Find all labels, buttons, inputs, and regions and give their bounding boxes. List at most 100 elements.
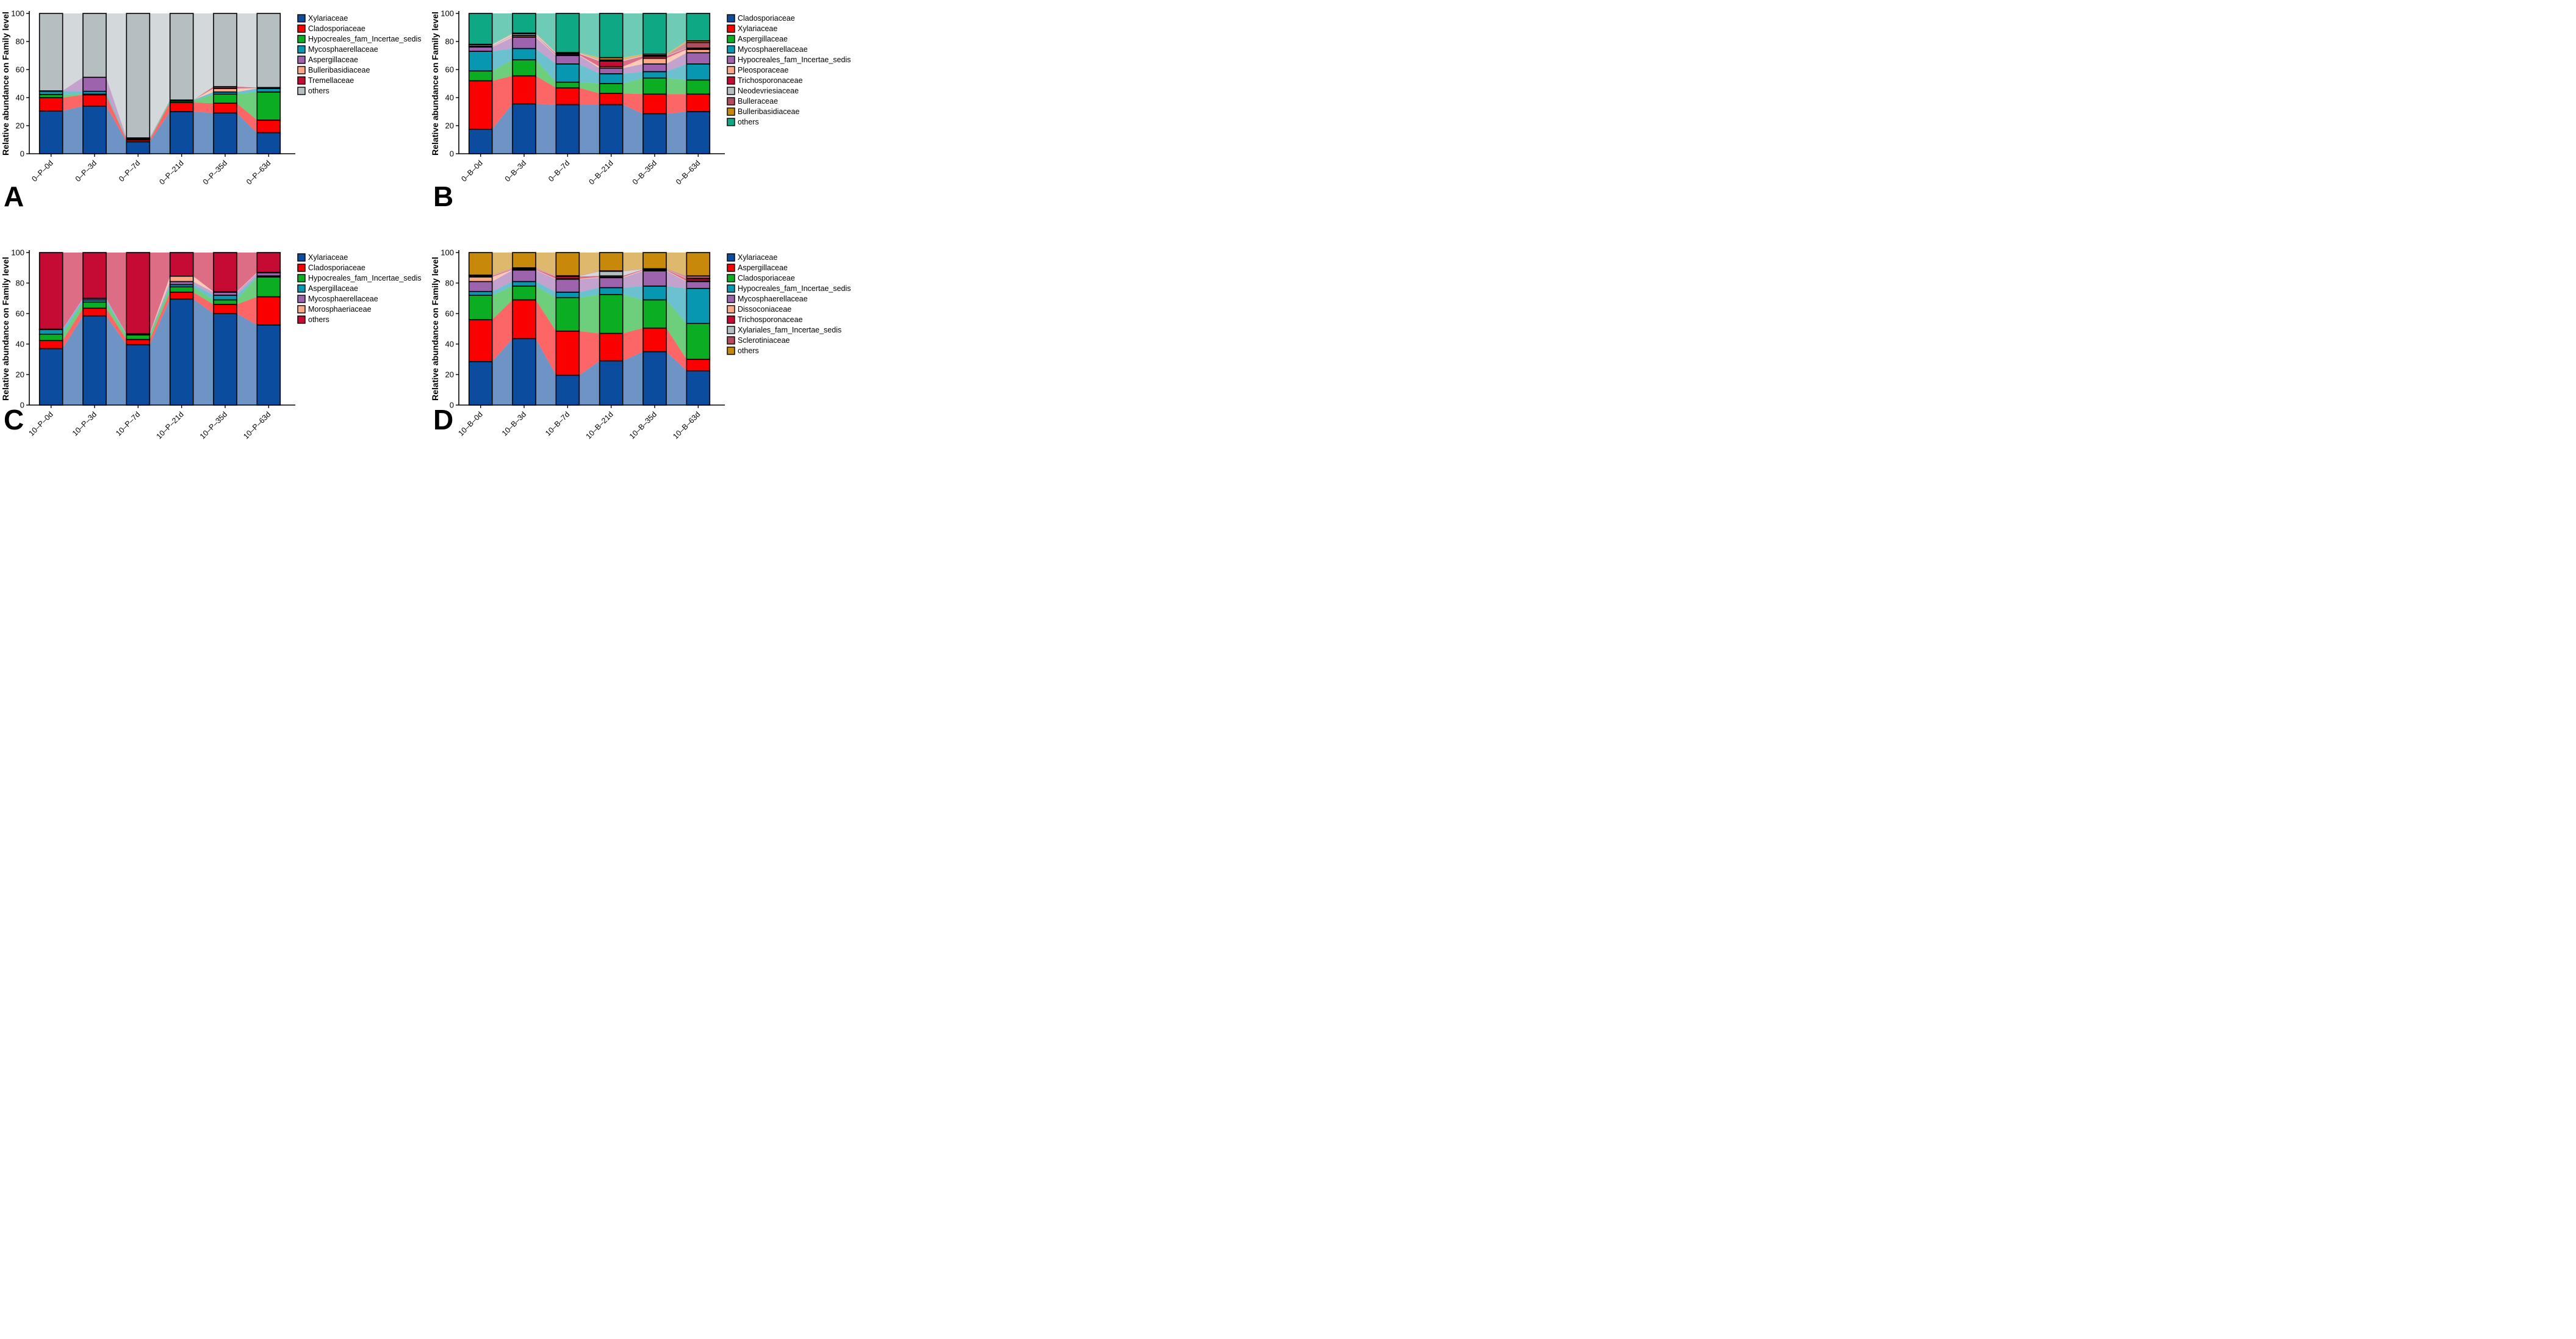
bar-segment-Xylariaceae [38, 348, 63, 406]
bar-segment-Mycosphaerellaceae [555, 278, 580, 293]
bar-segment-Cladosporiaceae [126, 339, 151, 346]
legend-item-others: others [297, 87, 329, 95]
legend-swatch-others [727, 346, 735, 355]
bar-segment-Cladosporiaceae [686, 323, 711, 360]
legend-swatch-Hypocreales_fam_Incertae_sedis [727, 56, 735, 64]
legend-swatch-Cladosporiaceae [297, 264, 306, 272]
bar-segment-others [256, 252, 281, 273]
flow-ribbon-Pleosporaceae [622, 58, 643, 68]
flow-ribbon-others [62, 13, 83, 91]
bar-segment-Trichosporonaceae [599, 60, 624, 68]
flow-ribbon-Mycosphaerellaceae [149, 281, 170, 334]
bar-segment-Hypocreales_fam_Incertae_sedis [642, 285, 667, 301]
flow-ribbon-Hypocreales_fam_Incertae_sedis [536, 37, 556, 64]
bar-segment-Hypocreales_fam_Incertae_sedis [599, 67, 624, 74]
bar-10–P–0d [38, 252, 63, 406]
bar-segment-Hypocreales_fam_Incertae_sedis [468, 46, 493, 52]
flow-ribbon-Bulleribasidiaceae [536, 33, 556, 53]
bar-segment-others [599, 252, 624, 271]
bar-segment-Hypocreales_fam_Incertae_sedis [686, 287, 711, 325]
y-tick-label: 0 [20, 149, 24, 159]
flow-ribbon-Bulleraceae [622, 55, 643, 61]
legend-label: Hypocreales_fam_Incertae_sedis [308, 274, 422, 282]
flow-ribbon-Cladosporiaceae [193, 292, 214, 314]
legend-swatch-Mycosphaerellaceae [727, 295, 735, 303]
flow-ribbon-Mycosphaerellaceae [237, 88, 257, 95]
legend-swatch-Xylariales_fam_Incertae_sedis [727, 326, 735, 334]
flow-ribbon-Cladosporiaceae [666, 300, 687, 359]
panel-letter-A: A [4, 181, 24, 212]
x-tick-label: 10–P–7d [114, 410, 142, 437]
x-tick-label: 0–B–7d [547, 159, 571, 183]
bar-segment-Xylariaceae [213, 313, 237, 406]
flow-ribbon-Mycosphaerellaceae [622, 71, 643, 84]
flow-ribbon-Xylariaceae [536, 339, 556, 405]
bar-segment-Xylariaceae [126, 141, 151, 154]
legend-label: Xylariaceae [308, 14, 348, 23]
legend-swatch-Xylariaceae [727, 253, 735, 262]
flow-ribbon-Tremellaceae [106, 77, 127, 138]
flow-ribbon-Xylariales_fam_Incertae_sedis [579, 271, 600, 277]
bar-segment-others [686, 13, 711, 41]
flow-ribbon-Hypocreales_fam_Incertae_sedis [622, 286, 643, 300]
bar-segment-Mycosphaerellaceae [468, 281, 493, 292]
legend-swatch-Cladosporiaceae [297, 24, 306, 33]
flow-ribbon-Hypocreales_fam_Incertae_sedis [622, 63, 643, 74]
flow-ribbon-Dissoconiaceae [492, 270, 513, 282]
bar-segment-Hypocreales_fam_Incertae_sedis [512, 281, 536, 287]
legend-item-others: others [727, 346, 759, 355]
legend-swatch-Dissoconiaceae [727, 305, 735, 314]
legend-label: Mycosphaerellaceae [738, 45, 808, 54]
flow-ribbon-Aspergillaceae [62, 77, 83, 92]
flow-ribbon-others [193, 13, 214, 100]
panel-D: 0 20 40 60 80 100 10–B–0d 10–B–3d 10–B–7d 10–B–21… [430, 223, 859, 447]
bar-segment-Cladosporiaceae [512, 285, 536, 301]
legend-label: Trichosporonaceae [738, 76, 803, 85]
flow-ribbon-Pleosporaceae [579, 55, 600, 68]
bar-segment-others [169, 252, 194, 277]
bar-segment-Aspergillaceae [686, 359, 711, 372]
legend-item-Mycosphaerellaceae: Mycosphaerellaceae [297, 295, 378, 303]
legend-swatch-Mycosphaerellaceae [297, 45, 306, 54]
bar-segment-Aspergillaceae [555, 330, 580, 376]
legend-label: Aspergillaceae [308, 56, 358, 64]
legend-swatch-Trichosporonaceae [727, 315, 735, 324]
flow-ribbon-Xylariaceae [536, 76, 556, 105]
flow-ribbon-Mycosphaerellaceae [62, 91, 83, 95]
bar-segment-Cladosporiaceae [256, 120, 281, 134]
bar-segment-Cladosporiaceae [38, 340, 63, 350]
bar-segment-Mycosphaerellaceae [599, 277, 624, 289]
flow-ribbon-Neodevriesiaceae [536, 34, 556, 54]
flow-ribbon-Xylariaceae [149, 112, 170, 154]
flow-ribbon-Dissoconiaceae [666, 270, 687, 282]
legend-swatch-Mycosphaerellaceae [727, 45, 735, 54]
legend-item-Cladosporiaceae: Cladosporiaceae [727, 14, 795, 23]
y-tick-label: 40 [16, 340, 24, 349]
flow-ribbon-Xylariaceae [579, 87, 600, 105]
flow-ribbon-others [536, 13, 556, 52]
bar-segment-Aspergillaceae [555, 81, 580, 88]
flow-ribbon-Cladosporiaceae [622, 104, 643, 154]
flow-ribbon-Pleosporaceae [492, 35, 513, 48]
bar-segment-Hypocreales_fam_Incertae_sedis [82, 301, 107, 309]
flow-ribbon-Aspergillaceae [492, 59, 513, 81]
legend-item-Mycosphaerellaceae: Mycosphaerellaceae [727, 45, 808, 54]
bar-segment-Cladosporiaceae [468, 295, 493, 320]
flow-ribbon-others [666, 253, 687, 276]
bar-segment-Mycosphaerellaceae [555, 63, 580, 83]
legend-item-Bulleribasidiaceae: Bulleribasidiaceae [727, 107, 800, 116]
bar-segment-others [599, 13, 624, 59]
bar-10–P–21d [169, 252, 194, 406]
bar-segment-others [512, 252, 536, 268]
legend-swatch-Aspergillaceae [727, 264, 735, 272]
legend-swatch-Bulleraceae [727, 97, 735, 106]
bar-10–P–7d [126, 252, 151, 406]
legend-label: others [308, 87, 329, 95]
legend-item-Hypocreales_fam_Incertae_sedis: Hypocreales_fam_Incertae_sedis [727, 56, 851, 64]
flow-ribbon-others [666, 13, 687, 54]
legend-item-Xylariaceae: Xylariaceae [727, 253, 777, 262]
flow-ribbon-others [193, 253, 214, 292]
legend-swatch-Hypocreales_fam_Incertae_sedis [297, 35, 306, 43]
bar-segment-others [468, 252, 493, 276]
legend-item-Bulleribasidiaceae: Bulleribasidiaceae [297, 66, 370, 74]
